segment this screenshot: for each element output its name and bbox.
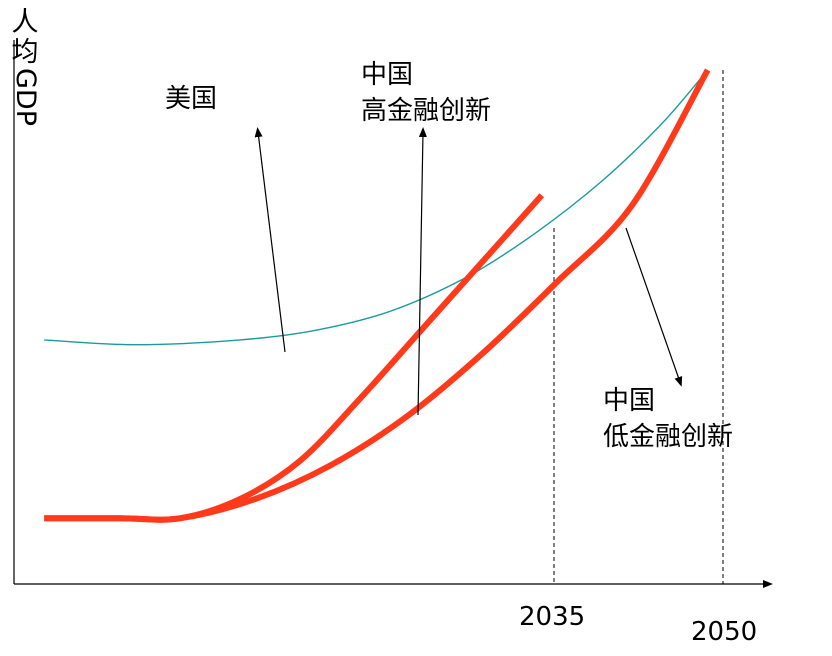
arrow-china-high [417, 127, 427, 416]
x-tick-2050: 2050 [691, 617, 757, 647]
annotation-usa: 美国 [165, 84, 217, 114]
y-axis-label-chars: 人均 [11, 7, 39, 68]
y-axis-label-latin: GDP [10, 68, 41, 126]
series-usa-line [44, 69, 709, 346]
x-tick-2035: 2035 [519, 602, 585, 632]
annotation-china-low-line1: 中国 [603, 386, 655, 416]
annotation-china-low-line2: 低金融创新 [603, 422, 733, 452]
series-china-high-innovation-line [44, 193, 545, 523]
y-axis-label: 人均 GDP [8, 7, 42, 127]
series-china-low-innovation-line [44, 68, 711, 523]
arrow-usa [254, 127, 286, 353]
annotation-china-high-line2: 高金融创新 [361, 96, 491, 126]
arrow-china-low [625, 227, 683, 387]
annotation-china-high-line1: 中国 [361, 60, 413, 90]
